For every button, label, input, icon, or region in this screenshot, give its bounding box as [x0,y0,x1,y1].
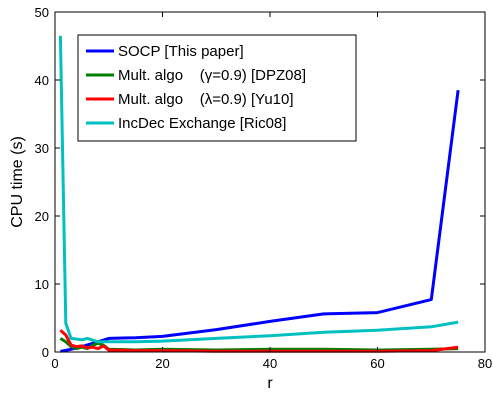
y-tick-label: 50 [35,5,49,20]
legend-label-0: SOCP [This paper] [118,43,244,60]
y-tick-label: 30 [35,141,49,156]
y-axis-label: CPU time (s) [9,136,26,228]
series-line-2 [59,329,459,353]
x-axis-label: r [267,375,273,392]
x-tick-label: 20 [155,356,169,371]
y-tick-label: 40 [35,73,49,88]
y-tick-label: 20 [35,209,49,224]
series-layer [58,35,460,353]
legend-box [77,34,357,142]
y-axis-ticks: 0 10 20 30 40 50 [35,5,485,360]
legend-label-2: Mult. algo (λ=0.9) [Yu10] [118,91,294,108]
y-tick-label: 10 [35,277,49,292]
legend: SOCP [This paper] Mult. algo (γ=0.9) [DPZ… [77,34,357,142]
x-tick-label: 80 [478,356,492,371]
y-tick-label: 0 [42,345,49,360]
legend-label-1: Mult. algo (γ=0.9) [DPZ08] [118,67,306,84]
series-line-3 [58,35,459,344]
x-tick-label: 60 [370,356,384,371]
x-tick-label: 40 [263,356,277,371]
x-tick-label: 0 [51,356,58,371]
x-axis-ticks: 0 20 40 60 80 [51,12,492,371]
legend-label-3: IncDec Exchange [Ric08] [118,115,286,132]
